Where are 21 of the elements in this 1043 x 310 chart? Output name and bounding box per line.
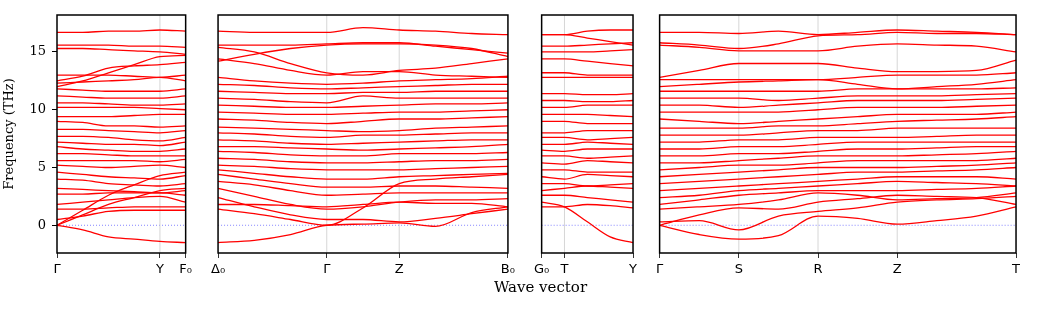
x-tick-label: Z (394, 261, 404, 277)
x-tick-label: Z (892, 261, 902, 277)
x-tick-label: Γ (323, 261, 332, 277)
x-tick-label: B₀ (500, 261, 516, 277)
x-tick-label: T (1011, 261, 1021, 277)
x-axis-title: Wave vector (492, 278, 589, 296)
x-tick-label: Y (154, 261, 164, 277)
x-tick-label: Y (628, 261, 638, 277)
x-tick-label: Γ (53, 261, 62, 277)
y-axis-title: Frequency (THz) (1, 78, 17, 190)
x-tick-label: Γ (656, 261, 664, 277)
x-tick-label: T (559, 261, 569, 277)
x-tick-label: F₀ (179, 261, 193, 277)
x-tick-label: Δ₀ (211, 261, 226, 277)
x-tick-label: G₀ (533, 261, 550, 277)
y-tick-label: 0 (37, 216, 46, 232)
y-tick-label: 10 (29, 101, 46, 117)
y-tick-label: 5 (37, 158, 46, 174)
y-tick-label: 15 (29, 43, 46, 59)
x-tick-label: S (734, 261, 743, 277)
x-tick-label: R (813, 261, 823, 277)
